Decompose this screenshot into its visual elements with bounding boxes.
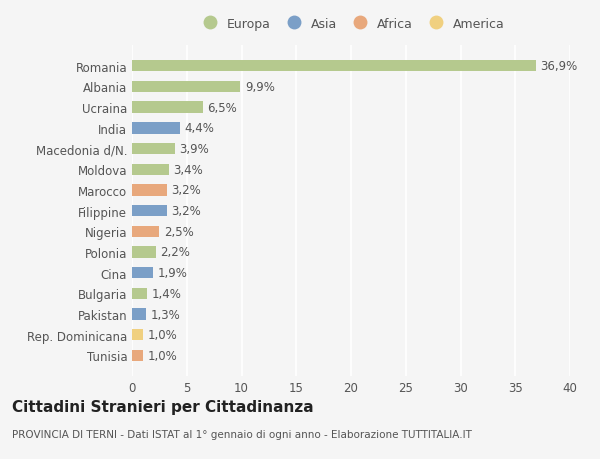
Text: 3,4%: 3,4% (173, 163, 203, 176)
Bar (132, 102, 203, 113)
Bar (132, 268, 153, 279)
Text: 36,9%: 36,9% (541, 60, 578, 73)
Bar (132, 330, 143, 341)
Text: 1,0%: 1,0% (148, 349, 177, 362)
Text: 2,5%: 2,5% (164, 225, 194, 238)
Text: 6,5%: 6,5% (208, 101, 238, 114)
Text: Cittadini Stranieri per Cittadinanza: Cittadini Stranieri per Cittadinanza (12, 399, 314, 414)
Bar (132, 61, 536, 72)
Bar (132, 185, 167, 196)
Bar (132, 288, 148, 299)
Bar (132, 226, 160, 237)
Text: 1,3%: 1,3% (151, 308, 181, 321)
Text: 1,9%: 1,9% (157, 267, 187, 280)
Text: 3,9%: 3,9% (179, 143, 209, 156)
Bar (132, 144, 175, 155)
Text: 3,2%: 3,2% (172, 184, 201, 197)
Legend: Europa, Asia, Africa, America: Europa, Asia, Africa, America (194, 15, 508, 33)
Text: 1,4%: 1,4% (152, 287, 182, 300)
Bar (132, 206, 167, 217)
Text: PROVINCIA DI TERNI - Dati ISTAT al 1° gennaio di ogni anno - Elaborazione TUTTIT: PROVINCIA DI TERNI - Dati ISTAT al 1° ge… (12, 429, 472, 439)
Bar (132, 123, 180, 134)
Text: 9,9%: 9,9% (245, 81, 275, 94)
Text: 4,4%: 4,4% (185, 122, 214, 135)
Bar (132, 350, 143, 361)
Bar (132, 82, 241, 93)
Bar (132, 164, 169, 175)
Bar (132, 309, 146, 320)
Text: 3,2%: 3,2% (172, 205, 201, 218)
Text: 2,2%: 2,2% (160, 246, 190, 259)
Text: 1,0%: 1,0% (148, 329, 177, 341)
Bar (132, 247, 156, 258)
